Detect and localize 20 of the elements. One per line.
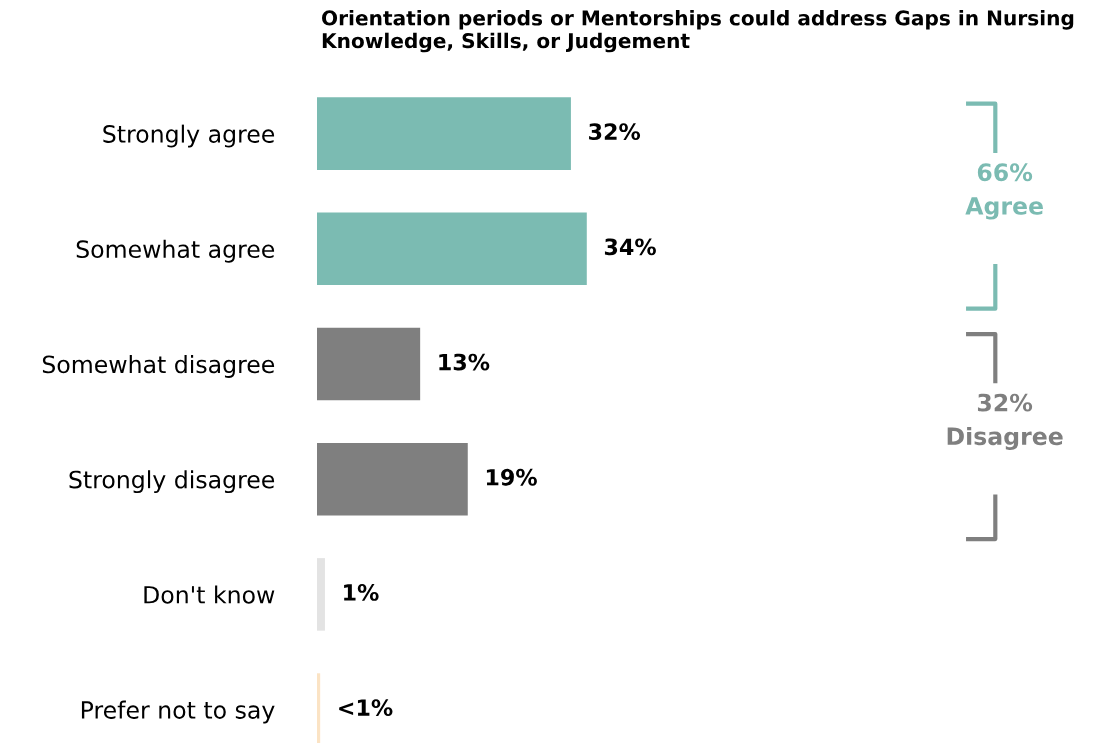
data-label: 13% xyxy=(439,353,490,371)
data-label: 1% xyxy=(344,584,379,601)
y-tick-label: Prefer not to say xyxy=(81,700,275,724)
data-label: 19% xyxy=(486,468,537,486)
data-label: 32% xyxy=(589,123,641,141)
text: Orientation periods or Mentorships could address Gaps in Nursing Knowledge, Skills, or Judgement xyxy=(322,10,1074,53)
y-tick-label: Strongly agree xyxy=(103,124,275,148)
bar xyxy=(317,558,325,631)
y-tick-label: Strongly disagree xyxy=(69,470,275,494)
y-tick-label: Somewhat agree xyxy=(76,239,275,263)
bar xyxy=(317,442,468,516)
data-label: <1% xyxy=(339,699,393,717)
bar xyxy=(317,212,587,286)
text: 66% Agree xyxy=(965,163,1043,220)
data-label: 34% xyxy=(604,238,656,256)
y-tick-label: Somewhat disagree xyxy=(42,355,275,378)
bar xyxy=(317,327,421,401)
bar xyxy=(317,97,571,170)
y-tick-label: Don't know xyxy=(144,585,275,604)
text: 32% Disagree xyxy=(947,393,1063,450)
